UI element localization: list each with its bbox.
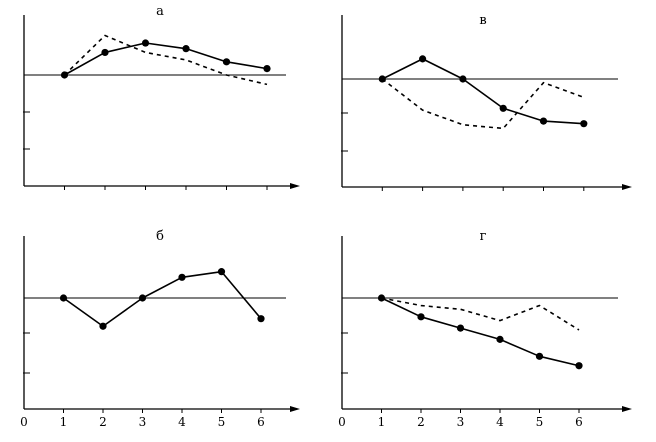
series-line-solid (64, 42, 268, 76)
chart-panel-v: в (341, 13, 632, 191)
data-point (459, 75, 467, 83)
data-point (499, 104, 507, 112)
data-point (539, 117, 548, 125)
data-point (535, 352, 544, 360)
origin-label: 0 (338, 415, 346, 429)
x-tick-label: 6 (257, 415, 265, 429)
data-point (496, 335, 504, 343)
panel-title: а (156, 4, 164, 19)
x-tick-label: 1 (60, 415, 68, 429)
x-axis-arrow-icon (290, 183, 300, 189)
panel-title: в (479, 13, 486, 28)
x-axis-arrow-icon (290, 406, 300, 412)
series-line-solid (63, 270, 262, 328)
data-point (575, 362, 583, 370)
series-line-solid (381, 297, 580, 367)
data-point (217, 268, 226, 276)
x-tick-label: 2 (417, 415, 425, 429)
data-point (59, 294, 68, 302)
x-tick-label: 1 (378, 415, 386, 429)
chart-panel-a: а (23, 4, 300, 190)
x-tick-label: 6 (575, 415, 583, 429)
x-tick-label: 3 (139, 415, 147, 429)
series-line-solid (381, 58, 584, 125)
data-point (417, 313, 425, 321)
x-tick-label: 5 (218, 415, 226, 429)
panel-title: б (156, 229, 164, 244)
series-line-dashed (381, 297, 580, 331)
x-tick-label: 3 (457, 415, 465, 429)
series-line-dashed (63, 34, 268, 86)
data-point (257, 315, 265, 323)
data-point (138, 294, 147, 302)
data-point (141, 39, 150, 47)
series-line-dashed (381, 78, 585, 130)
data-point (580, 120, 588, 128)
x-tick-label: 4 (178, 415, 186, 429)
data-point (456, 324, 465, 332)
data-point (419, 55, 427, 63)
data-point (263, 65, 271, 73)
origin-label: 0 (20, 415, 28, 429)
chart-panel-b: 1 2 3 4 5 6 0 б (20, 229, 300, 429)
data-point (178, 273, 186, 281)
x-tick-label: 5 (536, 415, 544, 429)
x-tick-label: 2 (99, 415, 107, 429)
x-axis-arrow-icon (622, 406, 632, 412)
data-point (99, 322, 107, 330)
data-point (182, 45, 190, 53)
x-axis-arrow-icon (622, 184, 632, 190)
chart-panel-g: 1 2 3 4 5 6 0 г (338, 229, 632, 429)
panel-title: г (480, 229, 487, 244)
data-point (222, 58, 231, 66)
data-point (101, 48, 109, 57)
x-tick-label: 4 (496, 415, 504, 429)
